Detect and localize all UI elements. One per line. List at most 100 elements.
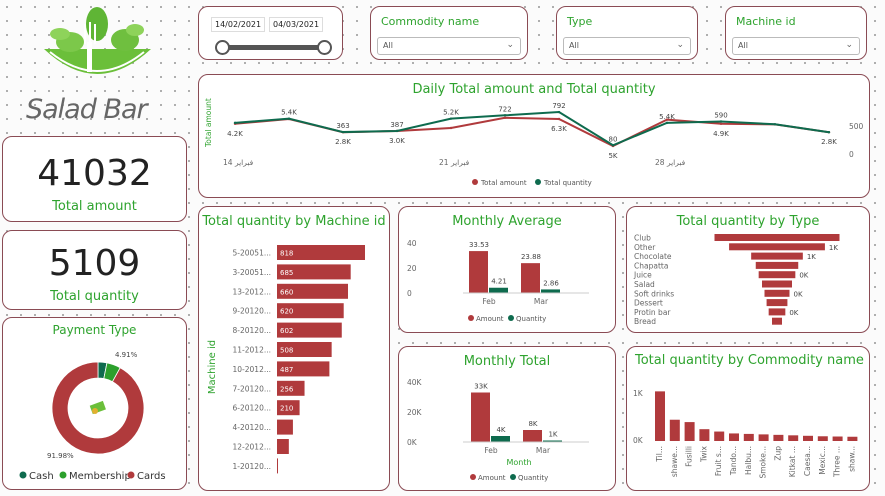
total-amount-label: Total amount xyxy=(52,199,137,214)
bar xyxy=(543,440,562,442)
salad-bowl-icon xyxy=(44,7,151,74)
bar-value-label: 2.86 xyxy=(543,279,559,287)
category-label: 3-20051... xyxy=(233,268,272,277)
bar-value-label: 0K xyxy=(794,290,803,298)
x-tick-label: 14 فبراير xyxy=(223,158,254,167)
commodity-filter-label: Commodity name xyxy=(381,15,480,28)
data-point xyxy=(557,110,561,114)
category-label: 4-20120... xyxy=(233,423,272,432)
bar-value-label: 685 xyxy=(280,269,293,277)
monthly-total-title: Monthly Total xyxy=(463,354,551,369)
category-label: Juice xyxy=(633,271,652,280)
machine-title: Total quantity by Machine id xyxy=(202,214,386,229)
bar xyxy=(277,400,300,416)
x-tick-label: Feb xyxy=(484,446,498,455)
type-dropdown[interactable]: All ⌄ xyxy=(563,37,691,55)
bar xyxy=(817,436,828,441)
legend-marker-amount xyxy=(468,315,474,321)
bar xyxy=(523,430,542,442)
data-point xyxy=(503,114,507,117)
bar xyxy=(773,434,784,441)
commodity-filter: Commodity name All ⌄ xyxy=(370,6,528,60)
date-slicer: 14/02/2021 04/03/2021 xyxy=(198,6,343,60)
data-label: 5K xyxy=(608,152,617,160)
x-tick-label: Kitkat ... xyxy=(788,446,797,477)
bar-value-label: 256 xyxy=(280,385,294,393)
date-slider-track[interactable] xyxy=(221,45,323,50)
legend-marker-quantity xyxy=(508,315,514,321)
legend-amount: Amount xyxy=(476,315,504,323)
data-label: 80 xyxy=(609,135,618,143)
bar-value-label: 210 xyxy=(280,405,293,413)
right-tick-label: 500 xyxy=(849,122,864,131)
bar xyxy=(788,435,799,441)
chevron-down-icon: ⌄ xyxy=(506,40,514,50)
data-point xyxy=(719,122,723,125)
data-point xyxy=(665,121,669,125)
y-tick-label: 20 xyxy=(407,264,417,273)
y-tick-label: 40K xyxy=(407,378,423,387)
bar xyxy=(669,419,680,441)
data-point xyxy=(665,118,669,121)
bar xyxy=(699,429,710,441)
category-label: Protin bar xyxy=(634,308,671,317)
x-tick-label: Feb xyxy=(482,297,496,306)
right-tick-label: 0 xyxy=(849,150,854,159)
bar xyxy=(277,283,349,299)
date-slider-start-handle[interactable] xyxy=(215,40,230,55)
x-tick-label: Smoke... xyxy=(759,446,768,479)
y-tick-label: 0K xyxy=(407,438,418,447)
daily-title: Daily Total amount and Total quantity xyxy=(412,82,656,97)
monthly-total-card: Monthly Total 40K 20K 0K 33K 4K Feb 8K 1K Mar Mon… xyxy=(398,346,616,491)
total-amount-card: 41032 Total amount xyxy=(2,136,187,222)
type-filter-label: Type xyxy=(567,15,593,28)
machine-dropdown[interactable]: All ⌄ xyxy=(732,37,860,55)
bar xyxy=(832,436,843,441)
data-point xyxy=(827,131,831,134)
bar-value-label: 33.53 xyxy=(469,241,489,249)
data-label: 2.8K xyxy=(335,138,351,146)
date-slider-end-handle[interactable] xyxy=(317,40,332,55)
bar xyxy=(491,436,510,442)
date-to[interactable]: 04/03/2021 xyxy=(269,17,324,32)
y-tick-label: 20K xyxy=(407,408,423,417)
bar-value-label: 660 xyxy=(280,288,293,296)
bar xyxy=(766,299,788,307)
category-label: 13-2012... xyxy=(233,287,272,296)
x-tick-label: 28 فبراير xyxy=(655,158,686,167)
bar xyxy=(743,433,754,441)
bar-value-label: 620 xyxy=(280,308,293,316)
category-label: 7-20120... xyxy=(233,384,272,393)
bar xyxy=(655,391,665,441)
commodity-chart-card: Total quantity by Commodity name 1K 0K Til… xyxy=(626,346,870,491)
machine-chart: Machine id 5-20051... 818 3-20051... 685 13-2… xyxy=(207,245,365,474)
y-tick-label: 1K xyxy=(633,389,644,398)
date-from[interactable]: 14/02/2021 xyxy=(211,17,266,32)
legend-marker-amount xyxy=(472,179,478,185)
total-quantity-label: Total quantity xyxy=(50,289,139,304)
data-point xyxy=(449,126,453,130)
bar xyxy=(772,317,782,325)
commodity-dropdown[interactable]: All ⌄ xyxy=(377,37,521,55)
bar-value-label: 4K xyxy=(496,426,505,434)
x-axis-label: Month xyxy=(506,458,531,467)
legend-marker-amount xyxy=(470,474,476,480)
legend-marker-quantity xyxy=(510,474,516,480)
slice-label: 4.91% xyxy=(115,351,138,359)
legend-membership: Membership xyxy=(69,471,131,482)
total-amount-value: 41032 xyxy=(37,153,152,194)
x-tick-label: Halbu... xyxy=(744,446,753,475)
bar xyxy=(489,287,508,293)
bar xyxy=(521,263,540,293)
series-line-quantity xyxy=(234,111,830,147)
data-label: 5.4K xyxy=(281,109,297,117)
bar xyxy=(277,322,342,338)
category-label: 5-20051... xyxy=(233,249,272,258)
legend-amount: Amount xyxy=(478,474,506,482)
x-tick-label: Mexic... xyxy=(818,446,827,475)
bar xyxy=(758,434,769,441)
payment-title: Payment Type xyxy=(52,323,137,337)
data-point xyxy=(449,117,453,120)
y-tick-label: 0 xyxy=(407,289,412,298)
category-label: Salad xyxy=(634,280,655,289)
